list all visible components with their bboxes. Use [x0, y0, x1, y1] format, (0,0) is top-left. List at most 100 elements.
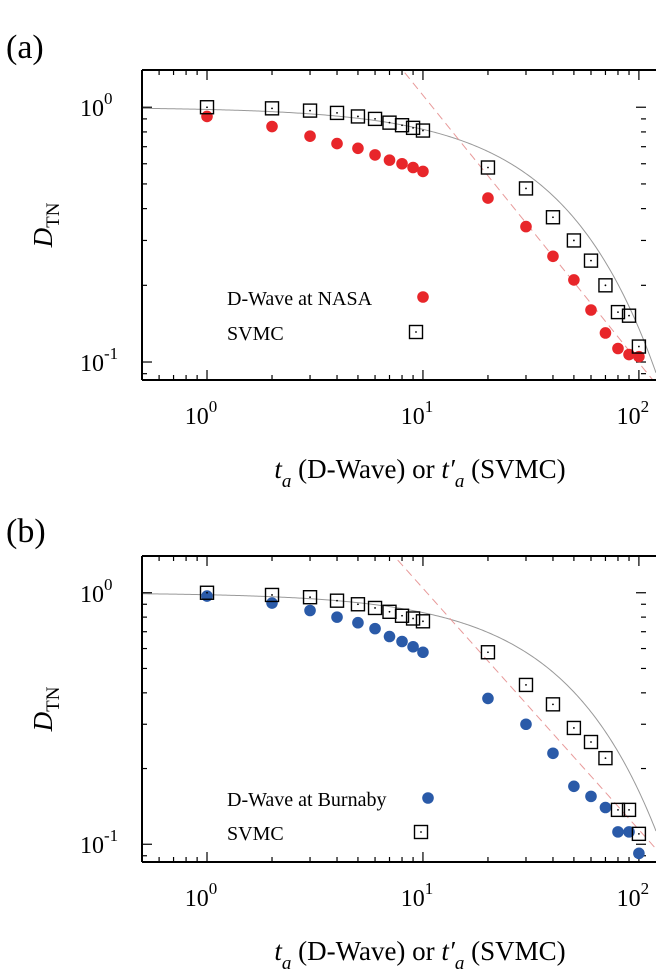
data-point-center	[388, 121, 391, 124]
data-point	[520, 718, 532, 731]
data-point	[599, 327, 612, 339]
data-point-center	[412, 617, 414, 620]
data-point	[547, 250, 559, 263]
legend-marker	[413, 824, 429, 840]
data-point	[304, 604, 316, 617]
data-point	[633, 847, 645, 860]
fit-curve-exponential	[142, 107, 656, 373]
data-point-center	[487, 166, 489, 169]
data-point-center	[552, 703, 554, 706]
data-point	[394, 118, 410, 133]
data-point	[631, 339, 647, 354]
data-point	[396, 635, 408, 648]
legend: D-Wave at NASA SVMC	[227, 288, 429, 345]
data-point-center	[628, 808, 630, 811]
data-point-center	[422, 129, 424, 132]
data-point-center	[309, 596, 311, 599]
data-point	[367, 600, 383, 616]
data-point	[612, 826, 624, 838]
data-point	[201, 110, 213, 123]
y-tick-label: 10-1	[80, 344, 118, 377]
data-point	[407, 640, 419, 653]
data-point	[396, 157, 408, 170]
legend-marker	[422, 792, 434, 804]
legend-marker	[408, 324, 424, 340]
data-point-center	[336, 112, 338, 114]
data-point	[585, 790, 597, 803]
data-point-center	[552, 216, 554, 219]
data-point	[568, 274, 580, 286]
data-point	[480, 160, 496, 175]
data-point-center	[206, 591, 208, 594]
data-point	[394, 608, 410, 623]
data-point	[482, 192, 494, 204]
data-point	[407, 161, 419, 174]
data-point-center	[590, 741, 592, 743]
data-point	[631, 826, 647, 842]
data-point	[199, 585, 215, 600]
data-point	[331, 611, 343, 623]
data-point	[264, 587, 280, 603]
y-tick-label: 10-1	[80, 826, 118, 859]
data-point-center	[590, 259, 592, 262]
data-point	[331, 137, 343, 150]
data-point-center	[336, 599, 338, 602]
data-point	[545, 697, 561, 712]
data-point	[405, 120, 421, 136]
data-point-center	[271, 594, 273, 596]
data-point-center	[638, 345, 640, 348]
data-point-center	[412, 126, 414, 129]
data-point	[583, 734, 599, 750]
data-point-center	[206, 106, 208, 109]
data-point	[585, 304, 597, 316]
data-point	[350, 109, 366, 124]
data-point-center	[357, 603, 359, 606]
data-point	[369, 149, 381, 161]
data-point	[599, 801, 612, 814]
data-point-center	[525, 187, 527, 190]
series-svmc	[199, 585, 647, 842]
x-axis-label: ta (D-Wave) or t′a (SVMC)	[274, 936, 565, 974]
x-tick-label: 100	[185, 879, 218, 912]
x-tick-label: 102	[617, 397, 650, 430]
data-point-center	[525, 684, 527, 686]
data-point	[329, 105, 345, 121]
data-point	[568, 780, 580, 793]
data-point-center	[604, 757, 607, 760]
data-point	[367, 111, 383, 127]
data-point-center	[271, 107, 273, 110]
data-point-center	[572, 239, 575, 242]
data-point-center	[617, 311, 619, 314]
data-point	[266, 120, 278, 133]
data-point	[566, 720, 582, 736]
data-point	[621, 802, 637, 818]
data-point	[352, 142, 364, 155]
chart-panel-b: (b) 100 101 102 100 10-1 ta (D-Wave) or t′a (S…	[6, 513, 656, 974]
data-point-center	[374, 607, 376, 609]
data-point	[383, 154, 396, 166]
x-axis-label: ta (D-Wave) or t′a (SVMC)	[274, 454, 565, 492]
legend-label: SVMC	[227, 323, 284, 345]
data-point	[482, 692, 494, 705]
data-point	[266, 597, 278, 609]
data-point	[369, 622, 381, 635]
data-point	[199, 100, 215, 115]
data-point-center	[422, 620, 424, 623]
data-point	[566, 233, 582, 248]
data-point	[480, 645, 496, 660]
data-point	[583, 253, 599, 268]
data-point-center	[572, 727, 575, 729]
data-point-center	[638, 832, 640, 835]
data-point	[352, 616, 364, 629]
x-tick-label: 102	[617, 879, 650, 912]
plot-area	[142, 70, 656, 380]
fit-line-power-law	[401, 70, 654, 380]
panel-label: (b)	[6, 513, 46, 550]
data-point-center	[604, 284, 607, 287]
data-point-center	[617, 808, 619, 811]
y-axis-label: DTN	[28, 202, 64, 248]
legend-marker	[417, 291, 429, 303]
data-point	[610, 802, 626, 818]
data-point	[415, 614, 431, 629]
